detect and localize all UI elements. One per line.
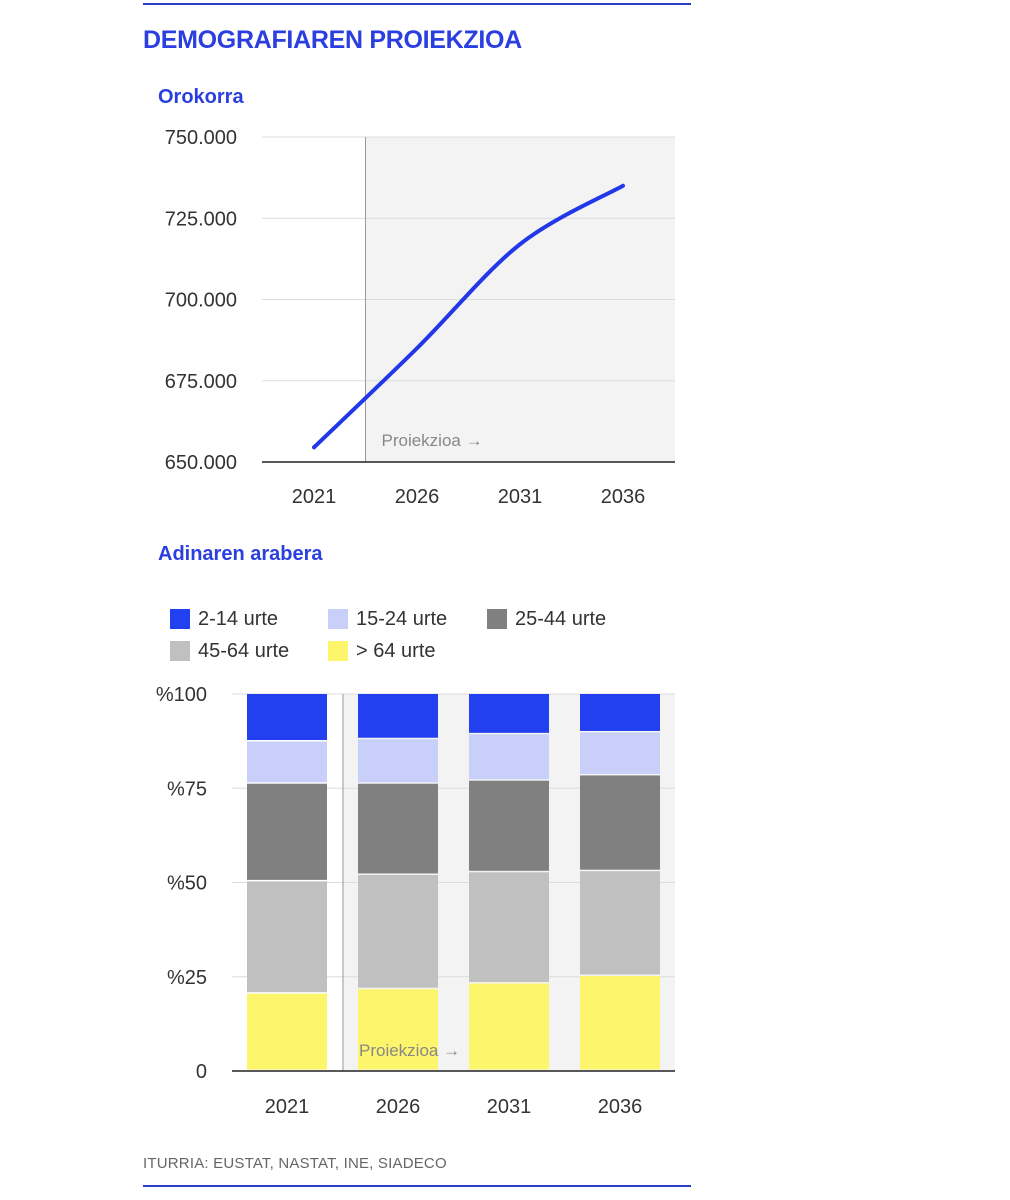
bar-segment — [247, 694, 327, 741]
bar-segment — [469, 983, 549, 1070]
bar-segment — [247, 881, 327, 993]
legend-label: 15-24 urte — [356, 607, 448, 630]
bar-segment — [358, 874, 438, 988]
legend-label: > 64 urte — [356, 639, 436, 662]
bar-chart-title: Adinaren arabera — [158, 543, 323, 565]
x-tick-label: 2021 — [292, 486, 337, 508]
x-tick-label: 2021 — [265, 1096, 310, 1118]
bar-segment — [469, 734, 549, 780]
bar-segment — [580, 871, 660, 975]
bar-segment — [469, 872, 549, 983]
bar-segment — [247, 993, 327, 1070]
legend-swatch-15-24 — [328, 609, 348, 629]
legend-item-25-44: 25-44 urte — [487, 606, 606, 632]
legend-swatch-25-44 — [487, 609, 507, 629]
legend-item-64-plus: > 64 urte — [328, 638, 436, 664]
legend-label: 45-64 urte — [198, 639, 290, 662]
y-tick-label: %100 — [156, 684, 207, 706]
y-tick-label: 725.000 — [165, 208, 237, 230]
y-tick-label: 650.000 — [165, 452, 237, 474]
x-tick-label: 2031 — [487, 1096, 532, 1118]
top-rule — [143, 3, 691, 5]
bar-segment — [358, 739, 438, 783]
legend-label: 25-44 urte — [515, 607, 607, 630]
bar-segment — [580, 694, 660, 731]
legend-item-15-24: 15-24 urte — [328, 606, 447, 632]
x-tick-label: 2036 — [601, 486, 646, 508]
y-tick-label: 0 — [196, 1061, 207, 1083]
legend-item-2-14: 2-14 urte — [170, 606, 278, 632]
y-tick-label: 700.000 — [165, 290, 237, 312]
bar-segment — [358, 694, 438, 738]
y-tick-label: %50 — [167, 873, 207, 895]
x-tick-label: 2026 — [376, 1096, 421, 1118]
projection-label: Proiekzioa → — [382, 431, 483, 450]
line-chart: 650.000 675.000 700.000 725.000 750.000 Proie… — [165, 127, 675, 508]
stacked-bar-chart: 0 %25 %50 %75 %100 2021 2026 2031 2036 Proiekzioa… — [156, 684, 675, 1118]
population-line — [312, 183, 625, 450]
bar-segment — [580, 732, 660, 774]
bar-segment — [247, 783, 327, 880]
legend-swatch-2-14 — [170, 609, 190, 629]
bar-segment — [469, 780, 549, 871]
x-tick-label: 2036 — [598, 1096, 643, 1118]
source-note: ITURRIA: EUSTAT, NASTAT, INE, SIADECO — [143, 1155, 447, 1172]
projection-label: Proiekzioa → — [359, 1041, 460, 1060]
y-tick-label: %25 — [167, 967, 207, 989]
bar-segment — [358, 989, 438, 1070]
legend-swatch-45-64 — [170, 641, 190, 661]
bar-segment — [580, 975, 660, 1070]
y-tick-label: 750.000 — [165, 127, 237, 149]
y-tick-label: %75 — [167, 778, 207, 800]
legend-item-45-64: 45-64 urte — [170, 638, 289, 664]
legend-label: 2-14 urte — [198, 607, 279, 630]
bottom-rule — [143, 1185, 691, 1187]
line-chart-title: Orokorra — [158, 86, 244, 108]
bar-segment — [358, 783, 438, 874]
x-tick-label: 2031 — [498, 486, 543, 508]
bar-segment — [580, 775, 660, 870]
x-tick-label: 2026 — [395, 486, 440, 508]
page-title: DEMOGRAFIAREN PROIEKZIOA — [143, 26, 522, 54]
bar-segment — [247, 741, 327, 783]
bar-segment — [469, 694, 549, 733]
legend-swatch-64-plus — [328, 641, 348, 661]
y-tick-label: 675.000 — [165, 371, 237, 393]
